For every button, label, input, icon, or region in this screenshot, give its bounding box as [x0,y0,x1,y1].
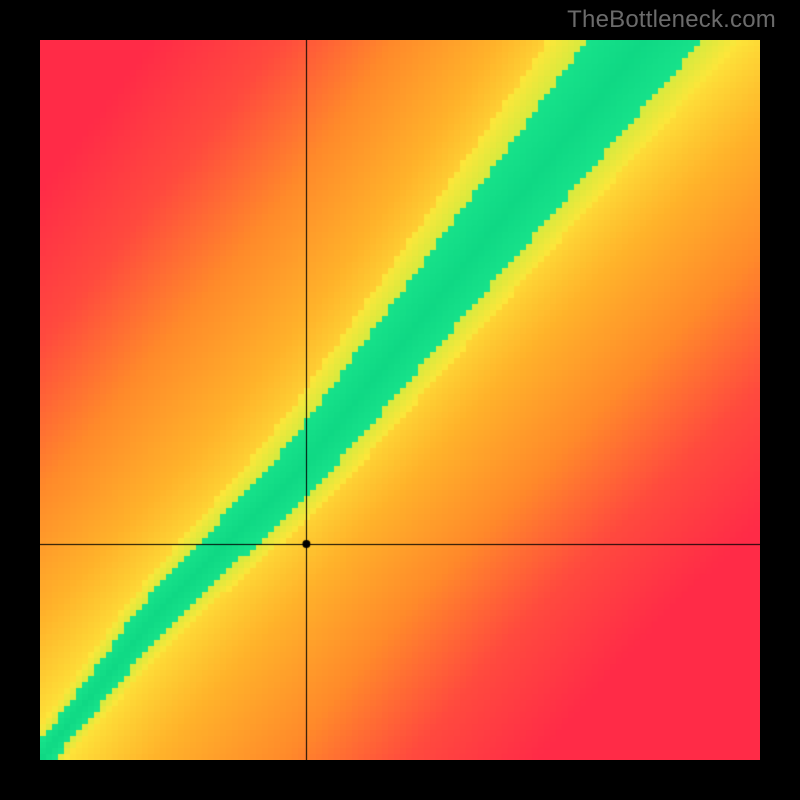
chart-container: TheBottleneck.com [0,0,800,800]
bottleneck-heatmap [40,40,760,760]
watermark-text: TheBottleneck.com [567,6,776,34]
